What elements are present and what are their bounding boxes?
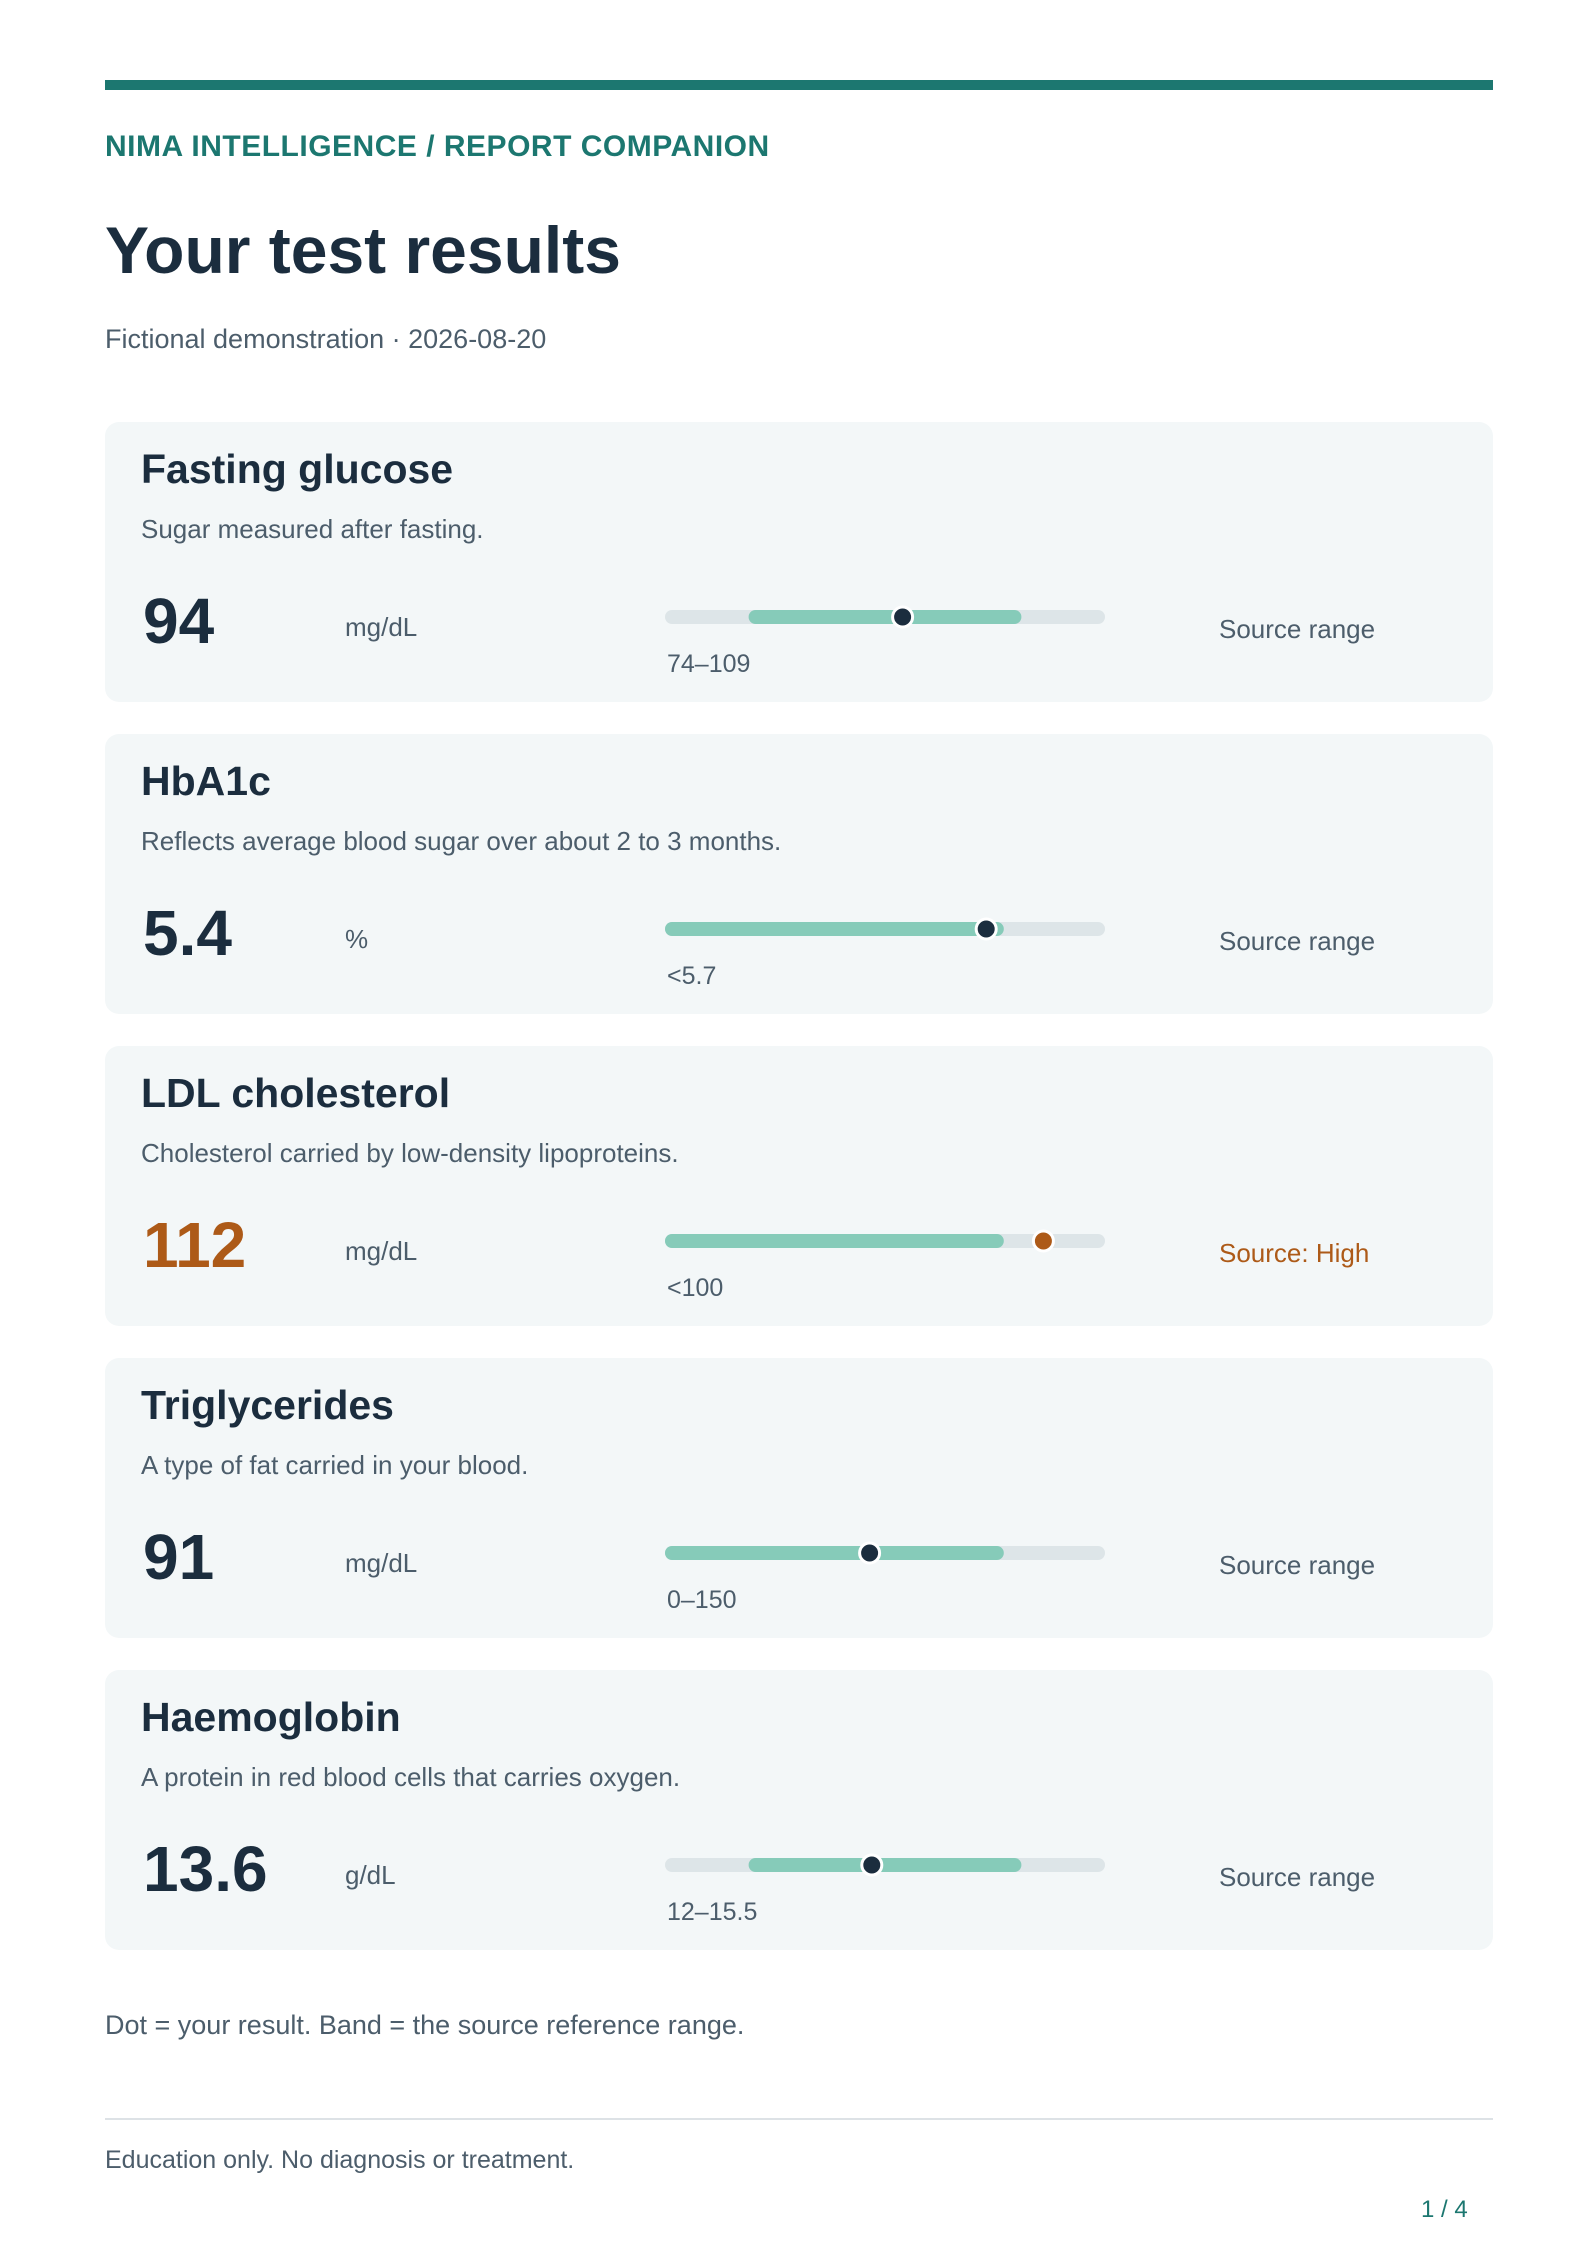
reference-range: 74–109 — [667, 650, 751, 678]
range-status: Source: High — [1219, 1238, 1370, 1268]
result-name: HbA1c — [141, 758, 271, 804]
range-bar — [665, 1229, 1105, 1253]
result-name: Haemoglobin — [141, 1694, 401, 1740]
range-bar — [665, 1541, 1105, 1565]
reference-band — [665, 1234, 1004, 1248]
range-status: Source range — [1219, 1862, 1376, 1892]
result-value: 5.4 — [143, 897, 232, 969]
top-rule — [105, 80, 1493, 90]
result-unit: % — [345, 924, 369, 954]
result-value: 94 — [143, 585, 215, 657]
reference-range: <5.7 — [667, 962, 717, 990]
result-dot — [1031, 1229, 1055, 1253]
result-description: A protein in red blood cells that carrie… — [141, 1762, 681, 1792]
result-card-haemoglobin: Haemoglobin A protein in red blood cells… — [105, 1670, 1493, 1950]
result-dot — [974, 917, 998, 941]
reference-band — [665, 1546, 1004, 1560]
result-unit: mg/dL — [345, 1548, 418, 1578]
result-value: 112 — [143, 1209, 247, 1281]
result-dot — [860, 1853, 884, 1877]
reference-band — [665, 922, 1004, 936]
result-unit: mg/dL — [345, 612, 418, 642]
result-description: Sugar measured after fasting. — [141, 514, 484, 544]
result-value: 91 — [143, 1521, 215, 1593]
reference-range: 12–15.5 — [667, 1898, 758, 1926]
range-bar — [665, 917, 1105, 941]
result-name: Triglycerides — [141, 1382, 394, 1428]
reference-range: 0–150 — [667, 1586, 737, 1614]
result-value: 13.6 — [143, 1833, 268, 1905]
page-number: 1 / 4 — [1421, 2196, 1468, 2223]
results-list: Fasting glucose Sugar measured after fas… — [105, 422, 1493, 1982]
reference-band — [748, 1858, 1022, 1872]
result-name: Fasting glucose — [141, 446, 454, 492]
reference-range: <100 — [667, 1274, 724, 1302]
page-subtitle: Fictional demonstration · 2026-08-20 — [105, 324, 547, 354]
range-status: Source range — [1219, 614, 1376, 644]
result-card-hba1c: HbA1c Reflects average blood sugar over … — [105, 734, 1493, 1014]
footer-disclaimer: Education only. No diagnosis or treatmen… — [105, 2146, 575, 2174]
result-name: LDL cholesterol — [141, 1070, 451, 1116]
range-status: Source range — [1219, 1550, 1376, 1580]
result-card-fasting-glucose: Fasting glucose Sugar measured after fas… — [105, 422, 1493, 702]
footer-divider — [105, 2118, 1493, 2120]
brand-label: NIMA INTELLIGENCE / REPORT COMPANION — [105, 130, 770, 163]
result-dot — [858, 1541, 882, 1565]
legend-note: Dot = your result. Band = the source ref… — [105, 2010, 745, 2040]
reference-band — [748, 610, 1022, 624]
report-page: NIMA INTELLIGENCE / REPORT COMPANION You… — [105, 0, 1493, 2246]
result-card-ldl-cholesterol: LDL cholesterol Cholesterol carried by l… — [105, 1046, 1493, 1326]
range-bar — [665, 605, 1105, 629]
result-unit: g/dL — [345, 1860, 396, 1890]
range-bar — [665, 1853, 1105, 1877]
page-title: Your test results — [105, 213, 621, 287]
result-description: A type of fat carried in your blood. — [141, 1450, 529, 1480]
result-dot — [891, 605, 915, 629]
result-description: Reflects average blood sugar over about … — [141, 826, 782, 856]
result-card-triglycerides: Triglycerides A type of fat carried in y… — [105, 1358, 1493, 1638]
result-unit: mg/dL — [345, 1236, 418, 1266]
range-status: Source range — [1219, 926, 1376, 956]
result-description: Cholesterol carried by low-density lipop… — [141, 1138, 679, 1168]
